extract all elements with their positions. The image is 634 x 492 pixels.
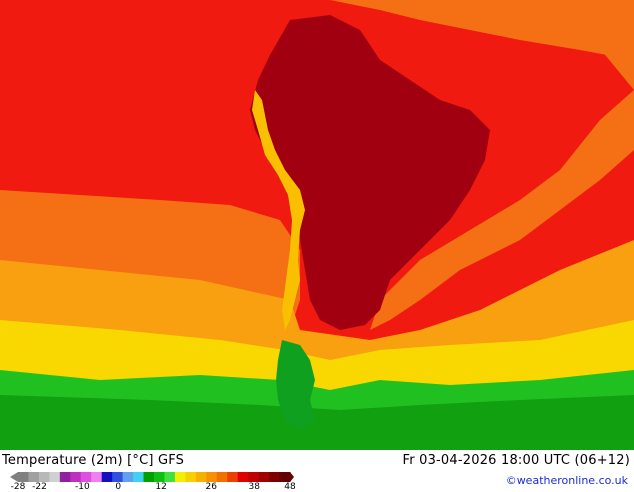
colorbar-tick-label: -28 xyxy=(10,482,26,492)
colorbar-tick-label: -10 xyxy=(75,482,90,492)
andes-highland-yellow xyxy=(252,90,305,330)
map-title: Temperature (2m) [°C] GFS xyxy=(2,453,185,468)
colorbar-segment xyxy=(122,472,134,482)
colorbar-segment xyxy=(237,472,249,482)
colorbar-segment xyxy=(59,472,71,482)
colorbar-segment xyxy=(133,472,145,482)
colorbar-segment xyxy=(216,472,228,482)
temperature-colorbar xyxy=(10,472,294,482)
weatheronline-credit-link[interactable]: ©weatheronline.co.uk xyxy=(505,474,628,487)
colorbar-tick-label: 38 xyxy=(248,482,260,492)
patagonia-green xyxy=(276,340,315,430)
colorbar-segment xyxy=(174,472,186,482)
map-footer: Temperature (2m) [°C] GFS Fr 03-04-2026 … xyxy=(0,450,634,492)
colorbar-segment xyxy=(70,472,82,482)
colorbar-segment xyxy=(185,472,197,482)
colorbar-segment xyxy=(143,472,155,482)
forecast-datetime: Fr 03-04-2026 18:00 UTC (06+12) xyxy=(402,453,630,468)
colorbar-segment xyxy=(18,472,29,482)
colorbar-segment xyxy=(206,472,218,482)
colorbar-segment xyxy=(112,472,124,482)
colorbar-segment xyxy=(248,472,260,482)
colorbar-segment xyxy=(227,472,239,482)
colorbar-segment xyxy=(91,472,103,482)
colorbar-segment xyxy=(279,472,291,482)
colorbar-segment xyxy=(195,472,207,482)
south-america-landmass xyxy=(250,15,490,330)
colorbar-tick-label: 48 xyxy=(284,482,296,492)
colorbar-arrow-right xyxy=(290,472,294,482)
colorbar-segment xyxy=(164,472,176,482)
colorbar-tick-label: 12 xyxy=(155,482,167,492)
colorbar-segment xyxy=(28,472,40,482)
colorbar-segment xyxy=(258,472,270,482)
colorbar-arrow-left xyxy=(10,472,18,482)
colorbar-segment xyxy=(154,472,165,482)
colorbar-tick-label: 26 xyxy=(205,482,217,492)
lightgreen-band-south xyxy=(0,395,634,450)
orange-band-northeast xyxy=(330,0,634,60)
colorbar-segment xyxy=(269,472,281,482)
colorbar-tick-label: -22 xyxy=(32,482,47,492)
temperature-map xyxy=(0,0,634,450)
colorbar-tick-label: 0 xyxy=(115,482,122,492)
colorbar-segment xyxy=(101,472,113,482)
colorbar-segment xyxy=(38,472,50,482)
colorbar-segment xyxy=(80,472,92,482)
colorbar-segment xyxy=(49,472,61,482)
